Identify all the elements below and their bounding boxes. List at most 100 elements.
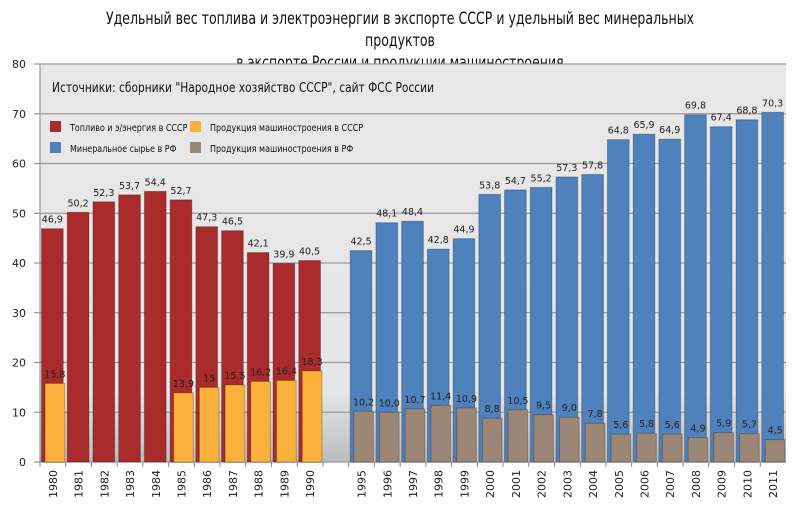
bar <box>632 133 656 463</box>
data-label: 53,7 <box>119 181 140 192</box>
data-label: 10,9 <box>456 394 477 405</box>
x-tick-label: 2004 <box>587 470 600 498</box>
y-tick-label: 60 <box>12 158 26 171</box>
legend-label: Минеральное сырье в РФ <box>70 144 177 155</box>
x-tick-label: 1999 <box>458 470 471 498</box>
data-label: 67,4 <box>711 113 732 124</box>
bar <box>66 211 90 463</box>
x-tick-label: 1980 <box>47 470 60 498</box>
bar <box>761 111 785 463</box>
data-label: 54,4 <box>145 177 166 188</box>
bar <box>456 407 477 463</box>
bar <box>173 392 194 463</box>
bar <box>764 439 786 463</box>
data-label: 15 <box>203 373 215 384</box>
x-tick-label: 2007 <box>664 470 677 498</box>
data-label: 5,7 <box>742 420 757 431</box>
data-label: 4,9 <box>690 424 705 435</box>
data-label: 10,0 <box>379 398 400 409</box>
y-tick-label: 0 <box>19 456 26 469</box>
data-label: 64,9 <box>659 125 680 136</box>
x-tick-label: 2000 <box>484 470 497 498</box>
bar <box>661 433 683 463</box>
x-tick-label: 2002 <box>536 470 549 498</box>
data-label: 65,9 <box>633 120 654 131</box>
legend-swatch <box>190 121 201 132</box>
x-tick-label: 1986 <box>201 470 214 498</box>
data-label: 5,8 <box>639 419 654 430</box>
data-label: 5,6 <box>665 420 680 431</box>
data-label: 40,5 <box>299 247 320 258</box>
y-tick-label: 50 <box>12 207 26 220</box>
bar <box>378 411 400 463</box>
data-label: 42,1 <box>248 239 269 250</box>
data-label: 46,9 <box>42 215 63 226</box>
bar <box>198 386 220 463</box>
bar <box>636 432 657 463</box>
data-label: 16,4 <box>276 366 297 377</box>
data-label: 42,5 <box>350 237 371 248</box>
data-label: 64,8 <box>608 126 629 137</box>
data-label: 16,2 <box>250 367 271 378</box>
x-tick-label: 1981 <box>73 470 86 498</box>
x-tick-label: 2010 <box>741 470 754 498</box>
x-tick-label: 2005 <box>613 470 626 498</box>
data-label: 4,5 <box>768 426 783 437</box>
data-label: 48,4 <box>402 207 423 218</box>
x-tick-label: 1987 <box>227 470 240 498</box>
bar <box>224 384 246 463</box>
data-label: 5,6 <box>613 420 628 431</box>
bar <box>430 404 452 463</box>
data-label: 57,3 <box>556 163 577 174</box>
data-label: 46,5 <box>222 217 243 228</box>
bar <box>507 409 529 463</box>
x-tick-label: 1998 <box>433 470 446 498</box>
data-label: 42,8 <box>428 235 449 246</box>
x-tick-label: 1985 <box>175 470 188 498</box>
x-tick-label: 1983 <box>124 470 137 498</box>
legend-label: Топливо и э/энергия в СССР <box>69 123 188 134</box>
bar <box>92 201 116 463</box>
y-tick-label: 20 <box>12 357 26 370</box>
data-label: 7,8 <box>588 409 603 420</box>
x-tick-label: 1996 <box>381 470 394 498</box>
data-label: 11,4 <box>430 391 451 402</box>
bar <box>404 408 426 463</box>
y-tick-label: 40 <box>12 257 26 270</box>
x-tick-label: 2011 <box>767 470 780 498</box>
data-label: 44,9 <box>453 225 474 236</box>
bar <box>709 126 733 463</box>
data-label: 39,9 <box>273 249 294 260</box>
legend-label: Продукция машиностроения в РФ <box>210 144 353 155</box>
x-tick-label: 2008 <box>690 470 703 498</box>
data-label: 55,2 <box>531 173 552 184</box>
x-tick-label: 1997 <box>407 470 420 498</box>
title-line-1: Удельный вес топлива и электроэнергии в … <box>105 9 695 51</box>
x-tick-label: 1984 <box>150 470 163 498</box>
data-label: 54,7 <box>505 176 526 187</box>
x-tick-label: 1990 <box>304 470 317 498</box>
data-label: 10,5 <box>507 396 528 407</box>
bar <box>739 433 760 463</box>
x-tick-label: 2006 <box>639 470 652 498</box>
x-tick-label: 2009 <box>716 470 729 498</box>
bar <box>610 433 632 463</box>
bar <box>118 194 141 463</box>
x-tick-label: 2001 <box>510 470 523 498</box>
bar <box>584 422 606 463</box>
x-tick-label: 2003 <box>561 470 574 498</box>
data-label: 9,0 <box>562 403 577 414</box>
bar <box>44 382 66 463</box>
bar <box>606 139 630 463</box>
bar <box>684 114 707 463</box>
data-label: 53,8 <box>479 180 500 191</box>
data-label: 47,3 <box>196 213 217 224</box>
x-tick-label: 1989 <box>278 470 291 498</box>
bar <box>658 138 682 463</box>
source-annotation: Источники: сборники "Народное хозяйство … <box>52 81 434 96</box>
bar <box>143 190 167 463</box>
y-tick-label: 10 <box>12 406 26 419</box>
data-label: 69,8 <box>685 101 706 112</box>
bar <box>481 417 503 463</box>
